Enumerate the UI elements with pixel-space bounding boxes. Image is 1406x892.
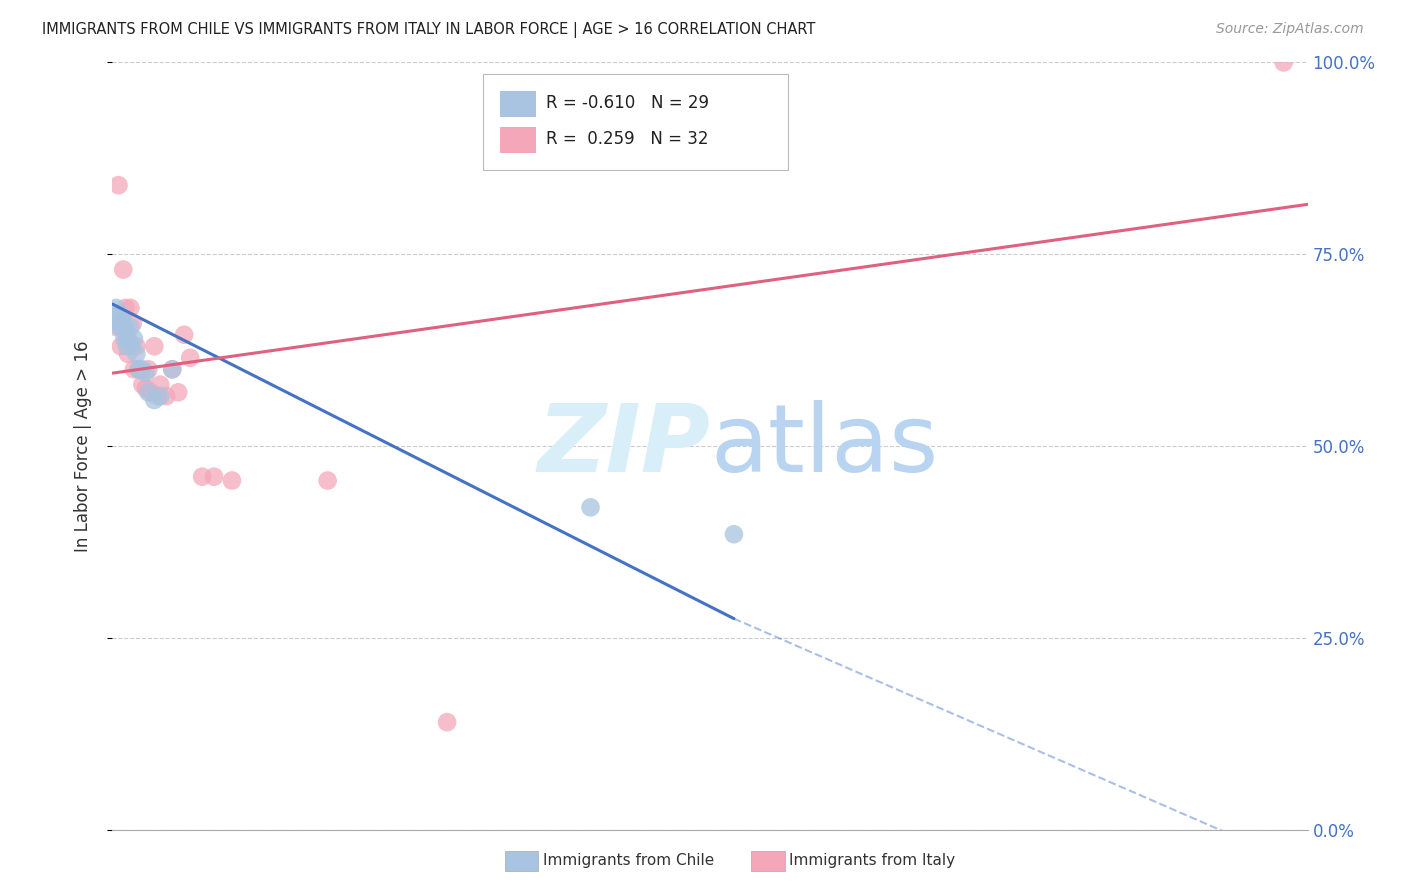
Point	[139, 385, 162, 400]
Y-axis label: In Labor Force | Age > 16: In Labor Force | Age > 16	[73, 340, 91, 552]
Point	[104, 309, 127, 323]
Point	[114, 324, 136, 338]
Point	[105, 320, 128, 334]
Point	[149, 389, 172, 403]
Point	[125, 339, 148, 353]
Point	[723, 527, 745, 541]
Point	[143, 392, 166, 407]
Point	[202, 469, 225, 483]
FancyBboxPatch shape	[499, 91, 536, 117]
Point	[122, 362, 145, 376]
Point	[131, 362, 153, 376]
Point	[115, 332, 138, 346]
Point	[128, 362, 150, 376]
Point	[107, 312, 129, 326]
Point	[121, 316, 143, 330]
Point	[579, 500, 602, 515]
Text: ZIP: ZIP	[537, 400, 710, 492]
Point	[221, 474, 243, 488]
Point	[111, 312, 134, 326]
Point	[114, 324, 135, 338]
Point	[122, 332, 145, 346]
Text: Immigrants from Italy: Immigrants from Italy	[789, 854, 955, 868]
Point	[121, 339, 143, 353]
Point	[111, 316, 134, 330]
Point	[110, 309, 132, 323]
Point	[162, 362, 183, 376]
Point	[111, 318, 134, 332]
Point	[146, 389, 169, 403]
Point	[135, 366, 157, 380]
Point	[112, 320, 135, 334]
Point	[120, 301, 142, 315]
Point	[112, 316, 135, 330]
Point	[114, 301, 136, 315]
Point	[108, 316, 131, 330]
Point	[138, 385, 160, 400]
Point	[114, 332, 135, 346]
Point	[128, 362, 150, 376]
Point	[112, 262, 135, 277]
Point	[105, 301, 128, 315]
Point	[162, 362, 183, 376]
Point	[115, 339, 138, 353]
Text: IMMIGRANTS FROM CHILE VS IMMIGRANTS FROM ITALY IN LABOR FORCE | AGE > 16 CORRELA: IMMIGRANTS FROM CHILE VS IMMIGRANTS FROM…	[42, 22, 815, 38]
Point	[117, 347, 139, 361]
Point	[436, 715, 458, 730]
Text: atlas: atlas	[710, 400, 938, 492]
Point	[120, 320, 142, 334]
FancyBboxPatch shape	[484, 74, 787, 169]
Point	[143, 339, 166, 353]
Point	[110, 339, 132, 353]
Text: Source: ZipAtlas.com: Source: ZipAtlas.com	[1216, 22, 1364, 37]
FancyBboxPatch shape	[499, 127, 536, 153]
Point	[191, 469, 214, 483]
Point	[138, 362, 160, 376]
Point	[108, 320, 131, 334]
Point	[105, 309, 128, 323]
Point	[167, 385, 190, 400]
Text: R =  0.259   N = 32: R = 0.259 N = 32	[547, 130, 709, 148]
Point	[135, 382, 157, 396]
Point	[117, 332, 139, 346]
Point	[1272, 55, 1295, 70]
Point	[173, 327, 195, 342]
Text: R = -0.610   N = 29: R = -0.610 N = 29	[547, 94, 709, 112]
Point	[155, 389, 177, 403]
Point	[110, 316, 132, 330]
Point	[107, 178, 129, 193]
Point	[316, 474, 339, 488]
Point	[131, 377, 153, 392]
Point	[179, 351, 201, 365]
Text: Immigrants from Chile: Immigrants from Chile	[543, 854, 714, 868]
Point	[149, 377, 172, 392]
Point	[125, 347, 148, 361]
